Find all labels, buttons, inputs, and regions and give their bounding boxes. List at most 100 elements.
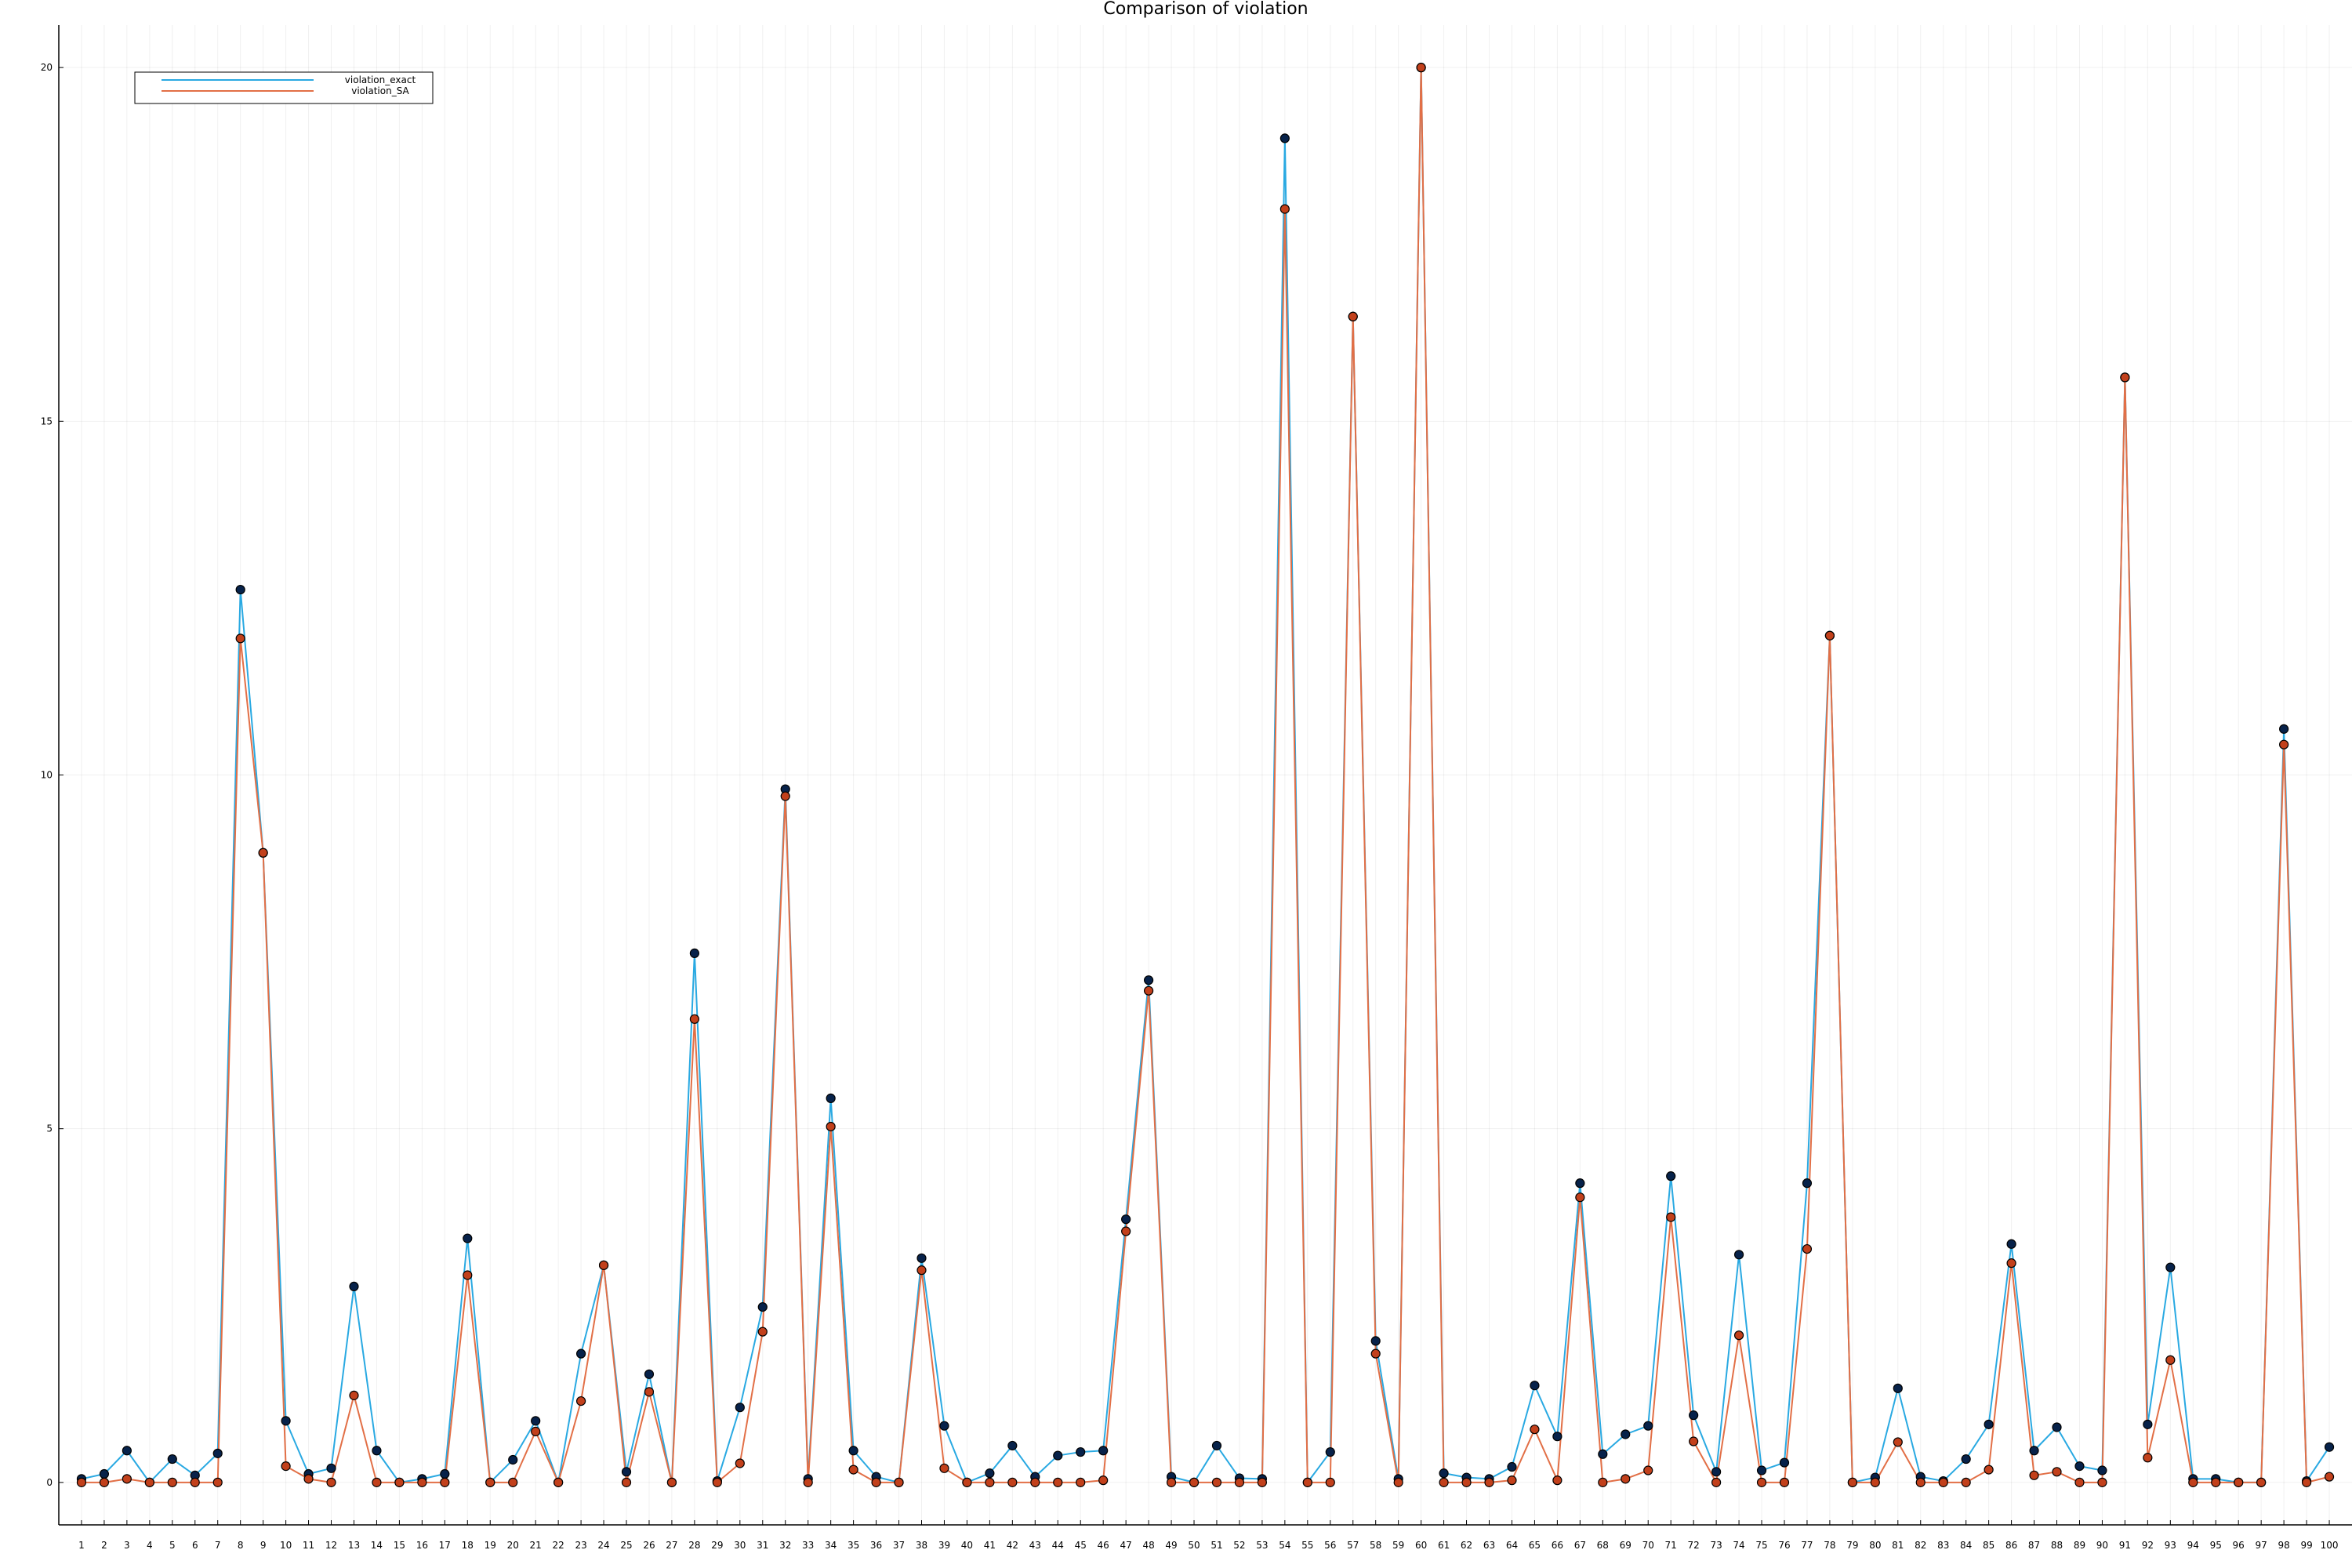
data-point-violation-exact — [1370, 1336, 1381, 1346]
data-point-violation-SA — [1189, 1477, 1200, 1487]
data-point-violation-exact — [826, 1093, 836, 1103]
data-point-violation-SA — [303, 1474, 314, 1484]
x-tick-label: 64 — [1506, 1540, 1518, 1551]
x-tick-label: 69 — [1620, 1540, 1632, 1551]
x-tick-label: 22 — [552, 1540, 564, 1551]
x-tick-label: 43 — [1029, 1540, 1041, 1551]
x-tick-label: 26 — [643, 1540, 655, 1551]
data-point-violation-exact — [1802, 1178, 1813, 1189]
x-tick-label: 92 — [2142, 1540, 2154, 1551]
data-point-violation-SA — [1030, 1477, 1040, 1487]
data-point-violation-SA — [1302, 1477, 1312, 1487]
x-tick-label: 30 — [734, 1540, 746, 1551]
x-tick-label: 41 — [984, 1540, 996, 1551]
data-point-violation-SA — [1984, 1465, 1994, 1475]
x-tick-label: 5 — [169, 1540, 176, 1551]
x-tick-label: 45 — [1075, 1540, 1087, 1551]
data-point-violation-exact — [757, 1301, 768, 1312]
x-tick-label: 32 — [779, 1540, 791, 1551]
data-point-violation-exact — [440, 1468, 450, 1479]
data-point-violation-SA — [1416, 63, 1426, 73]
data-point-violation-SA — [1461, 1477, 1472, 1487]
data-point-violation-exact — [281, 1416, 291, 1426]
x-tick-label: 61 — [1438, 1540, 1450, 1551]
x-tick-label: 96 — [2233, 1540, 2245, 1551]
data-point-violation-exact — [916, 1253, 927, 1263]
data-point-violation-SA — [485, 1477, 495, 1487]
x-tick-label: 46 — [1098, 1540, 1109, 1551]
series-line-violation-SA — [81, 67, 2330, 1483]
x-tick-label: 29 — [711, 1540, 723, 1551]
x-tick-label: 83 — [1937, 1540, 1949, 1551]
data-point-violation-exact — [1961, 1454, 1971, 1465]
x-tick-label: 38 — [916, 1540, 927, 1551]
data-point-violation-SA — [826, 1121, 836, 1132]
data-point-violation-SA — [190, 1477, 200, 1487]
data-point-violation-exact — [1643, 1421, 1653, 1431]
data-point-violation-SA — [575, 1396, 586, 1406]
data-point-violation-SA — [962, 1477, 972, 1487]
data-point-violation-exact — [1779, 1457, 1790, 1468]
data-point-violation-exact — [848, 1446, 858, 1456]
y-tick-label: 5 — [46, 1123, 53, 1134]
x-tick-label: 19 — [485, 1540, 496, 1551]
x-tick-label: 20 — [507, 1540, 519, 1551]
data-point-violation-SA — [1847, 1477, 1857, 1487]
data-point-violation-SA — [1598, 1477, 1608, 1487]
data-point-violation-SA — [2256, 1477, 2267, 1487]
data-point-violation-SA — [76, 1477, 87, 1487]
x-tick-label: 34 — [825, 1540, 837, 1551]
data-point-violation-exact — [1575, 1178, 1585, 1189]
data-point-violation-SA — [1689, 1436, 1699, 1446]
data-point-violation-exact — [2324, 1442, 2335, 1452]
data-point-violation-exact — [1666, 1171, 1676, 1181]
data-point-violation-SA — [803, 1477, 813, 1487]
data-point-violation-exact — [939, 1421, 949, 1431]
data-point-violation-SA — [1961, 1477, 1971, 1487]
data-point-violation-exact — [1143, 975, 1154, 985]
data-point-violation-SA — [644, 1387, 655, 1397]
x-tick-label: 76 — [1778, 1540, 1790, 1551]
y-tick-label: 10 — [41, 770, 53, 781]
data-point-violation-exact — [1325, 1446, 1335, 1457]
data-point-violation-SA — [1348, 311, 1358, 321]
x-tick-label: 23 — [575, 1540, 586, 1551]
data-point-violation-SA — [212, 1477, 223, 1487]
data-point-violation-exact — [1756, 1465, 1767, 1475]
x-tick-label: 95 — [2210, 1540, 2222, 1551]
x-tick-label: 40 — [961, 1540, 973, 1551]
data-point-violation-exact — [463, 1233, 473, 1243]
x-tick-label: 93 — [2165, 1540, 2176, 1551]
data-point-violation-exact — [689, 948, 699, 958]
data-point-violation-SA — [1053, 1477, 1063, 1487]
x-tick-label: 91 — [2119, 1540, 2131, 1551]
x-tick-label: 33 — [802, 1540, 814, 1551]
data-point-violation-exact — [1279, 133, 1290, 143]
data-point-violation-SA — [1098, 1475, 1109, 1486]
x-tick-label: 1 — [78, 1540, 85, 1551]
x-tick-label: 55 — [1301, 1540, 1313, 1551]
data-point-violation-SA — [372, 1477, 382, 1487]
x-tick-label: 80 — [1869, 1540, 1881, 1551]
data-point-violation-SA — [985, 1477, 995, 1487]
chart-title: Comparison of violation — [1103, 0, 1308, 19]
x-tick-label: 42 — [1007, 1540, 1018, 1551]
x-tick-label: 60 — [1415, 1540, 1427, 1551]
x-tick-label: 21 — [530, 1540, 542, 1551]
data-point-violation-exact — [122, 1446, 132, 1456]
x-tick-label: 54 — [1279, 1540, 1290, 1551]
data-point-violation-SA — [281, 1461, 291, 1472]
x-tick-label: 24 — [597, 1540, 609, 1551]
data-point-violation-SA — [666, 1477, 677, 1487]
data-point-violation-SA — [1870, 1477, 1880, 1487]
x-tick-label: 53 — [1256, 1540, 1268, 1551]
data-point-violation-exact — [235, 584, 245, 595]
data-point-violation-exact — [1098, 1446, 1109, 1456]
data-point-violation-exact — [2097, 1465, 2107, 1475]
data-point-violation-SA — [2301, 1477, 2312, 1487]
data-point-violation-exact — [1711, 1467, 1722, 1477]
x-tick-label: 97 — [2256, 1540, 2267, 1551]
x-tick-label: 88 — [2051, 1540, 2063, 1551]
data-point-violation-SA — [621, 1477, 632, 1487]
